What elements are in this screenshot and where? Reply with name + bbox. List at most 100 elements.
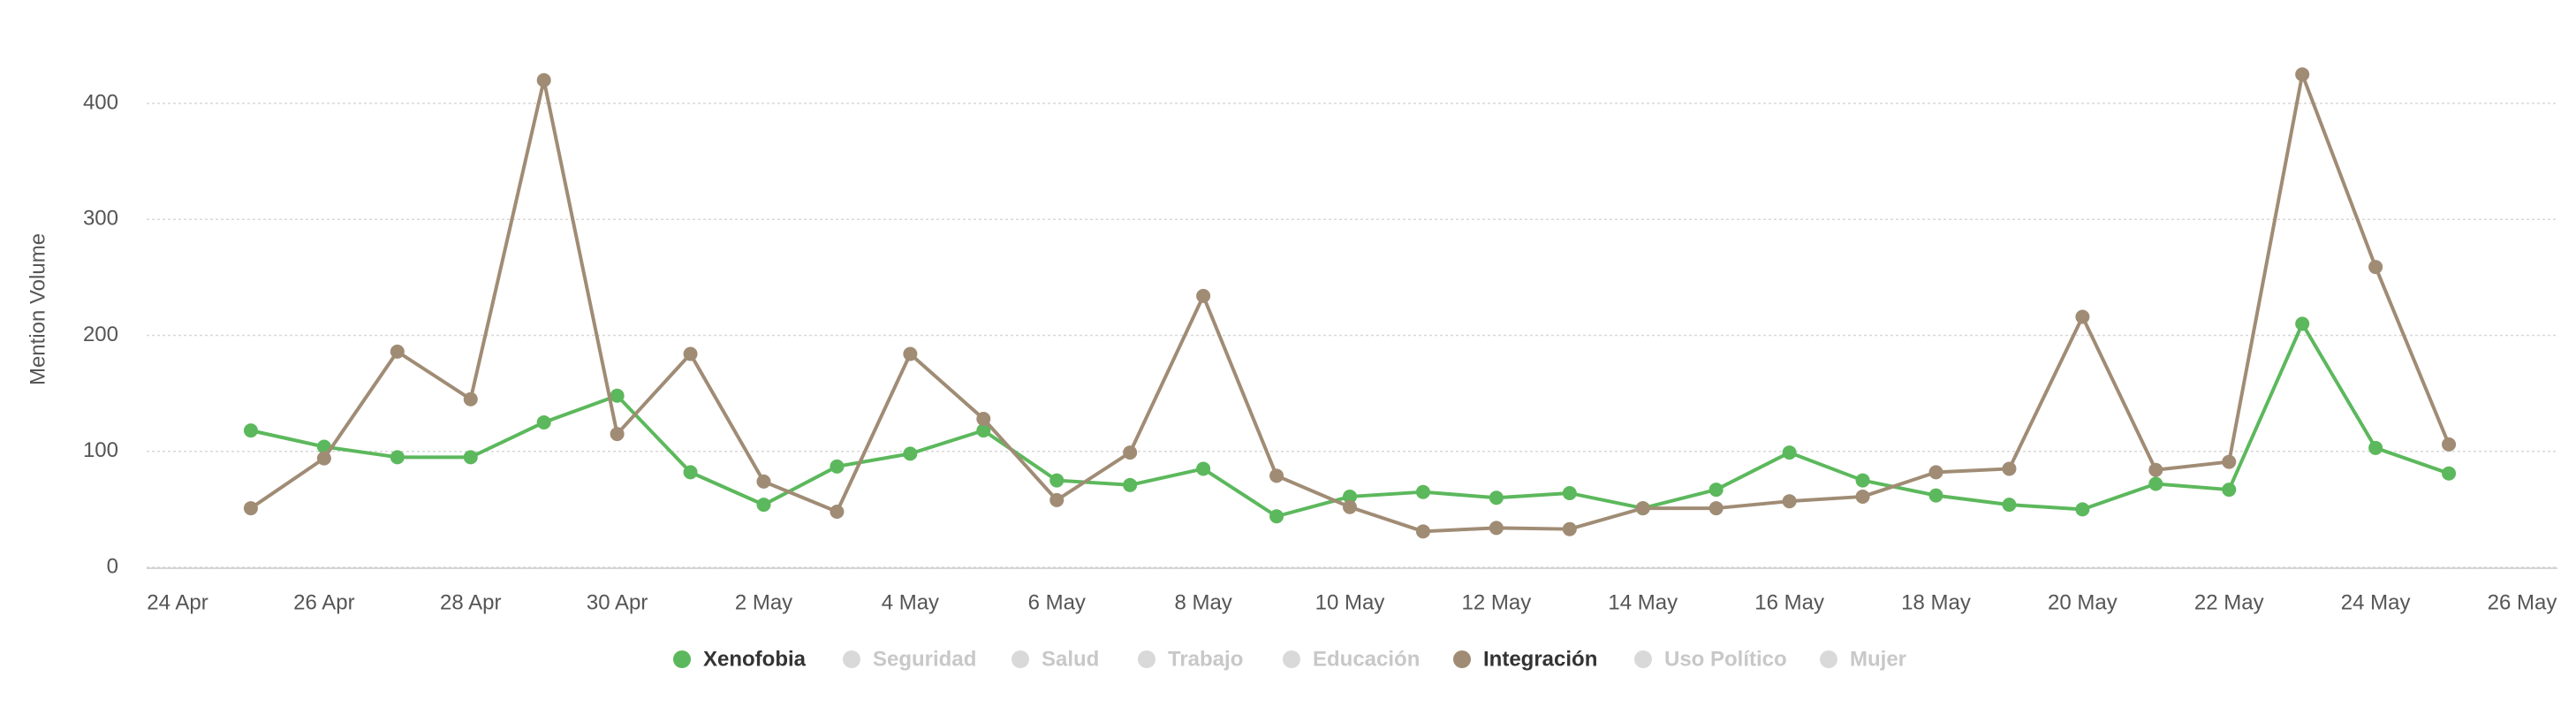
data-point: [1269, 509, 1284, 524]
legend-marker: [673, 650, 691, 668]
data-point: [1415, 524, 1430, 539]
data-point: [2222, 454, 2237, 469]
data-point: [316, 451, 331, 466]
data-point: [1049, 492, 1064, 507]
series-line: [249, 72, 2451, 534]
legend-label: Trabajo: [1168, 647, 1243, 671]
legend-label: Seguridad: [873, 647, 976, 671]
data-point: [2442, 466, 2457, 481]
data-point: [903, 346, 918, 361]
data-point: [1562, 486, 1577, 500]
data-point: [1123, 477, 1138, 492]
legend-label: Uso Político: [1664, 647, 1787, 671]
data-point: [756, 498, 771, 513]
data-point: [2222, 483, 2237, 498]
x-tick-label: 10 May: [1315, 590, 1385, 614]
data-point: [1415, 484, 1430, 499]
data-point: [830, 505, 845, 519]
data-point: [610, 427, 625, 442]
x-tick-label: 6 May: [1028, 590, 1086, 614]
data-point: [1635, 501, 1650, 516]
data-point: [2075, 309, 2090, 324]
data-point: [756, 474, 771, 489]
data-point: [243, 423, 258, 438]
data-point: [1489, 490, 1504, 506]
data-point: [2002, 498, 2017, 513]
x-tick-label: 2 May: [735, 590, 792, 614]
data-point: [976, 412, 991, 426]
data-point: [1196, 288, 1211, 303]
legend-label: Xenofobia: [703, 647, 807, 671]
y-tick-label: 200: [83, 323, 118, 346]
data-point: [1049, 473, 1064, 488]
data-point: [243, 501, 258, 516]
data-point: [2075, 502, 2090, 517]
legend-item[interactable]: Integración: [1453, 647, 1597, 671]
data-point: [1269, 468, 1284, 483]
x-tick-label: 16 May: [1754, 590, 1824, 614]
y-tick-label: 0: [107, 554, 118, 578]
legend-marker: [1138, 650, 1155, 668]
legend-item[interactable]: Uso Político: [1634, 647, 1787, 671]
x-tick-label: 28 Apr: [440, 590, 501, 614]
legend-item[interactable]: Xenofobia: [673, 647, 807, 671]
data-point: [390, 344, 405, 359]
data-point: [1708, 483, 1724, 498]
data-point: [903, 446, 918, 461]
data-point: [390, 450, 405, 465]
legend-marker: [1453, 650, 1471, 668]
x-tick-label: 12 May: [1462, 590, 1532, 614]
legend-marker: [1634, 650, 1652, 668]
legend-marker: [1820, 650, 1837, 668]
data-point: [463, 450, 478, 465]
data-point: [610, 388, 625, 403]
x-tick-label: 8 May: [1174, 590, 1231, 614]
y-axis-title: Mention Volume: [26, 233, 49, 385]
series-line: [250, 322, 2450, 519]
data-point: [1782, 445, 1797, 460]
x-tick-label: 30 Apr: [587, 590, 648, 614]
legend-item[interactable]: Educación: [1283, 647, 1420, 671]
data-point: [1196, 461, 1211, 476]
legend-marker: [1283, 650, 1300, 668]
legend-item[interactable]: Salud: [1011, 647, 1099, 671]
x-tick-label: 14 May: [1608, 590, 1678, 614]
legend-item[interactable]: Mujer: [1820, 647, 1906, 671]
y-tick-label: 400: [83, 90, 118, 114]
x-tick-label: 22 May: [2194, 590, 2264, 614]
legend-marker: [843, 650, 860, 668]
data-point: [683, 346, 698, 361]
legend-label: Integración: [1483, 647, 1597, 671]
y-tick-label: 300: [83, 207, 118, 231]
data-point: [2148, 462, 2163, 477]
data-point: [2368, 440, 2383, 455]
data-point: [1562, 521, 1577, 536]
x-tick-label: 24 Apr: [147, 590, 208, 614]
data-point: [1123, 445, 1138, 460]
x-tick-label: 26 Apr: [293, 590, 354, 614]
data-point: [683, 465, 698, 480]
legend-label: Salud: [1042, 647, 1099, 671]
data-point: [1489, 521, 1504, 536]
data-point: [2442, 437, 2457, 452]
x-tick-label: 4 May: [882, 590, 939, 614]
y-tick-label: 100: [83, 438, 118, 462]
legend-label: Mujer: [1850, 647, 1906, 671]
data-point: [536, 414, 551, 430]
data-point: [1343, 489, 1357, 504]
legend-item[interactable]: Seguridad: [843, 647, 976, 671]
data-point: [976, 423, 991, 438]
data-point: [2002, 461, 2017, 476]
data-point: [2148, 476, 2163, 491]
legend-item[interactable]: Trabajo: [1138, 647, 1243, 671]
legend-label: Educación: [1313, 647, 1420, 671]
data-point: [1855, 489, 1870, 504]
legend-marker: [1011, 650, 1029, 668]
data-point: [1782, 494, 1797, 509]
data-point: [1708, 501, 1724, 516]
data-point: [2295, 67, 2310, 82]
data-point: [1928, 465, 1943, 480]
data-point: [1928, 488, 1943, 503]
x-tick-label: 24 May: [2341, 590, 2411, 614]
